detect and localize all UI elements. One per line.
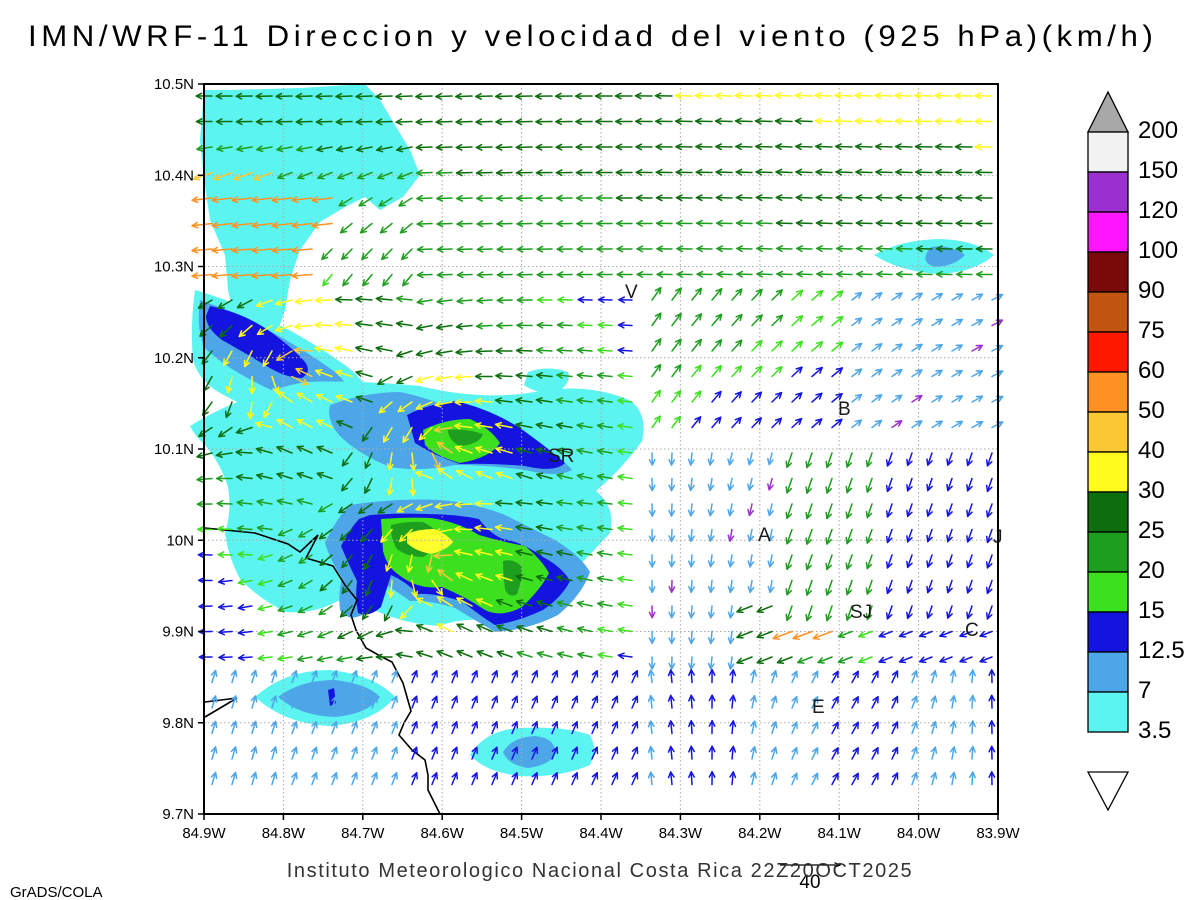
svg-text:150: 150: [1138, 157, 1178, 184]
svg-text:84.6W: 84.6W: [421, 825, 465, 842]
svg-text:B: B: [838, 399, 851, 420]
svg-text:V: V: [625, 282, 638, 303]
svg-text:84.8W: 84.8W: [262, 825, 306, 842]
svg-text:C: C: [965, 620, 979, 641]
svg-text:10.5N: 10.5N: [154, 76, 194, 93]
svg-text:84.0W: 84.0W: [897, 825, 941, 842]
svg-text:A: A: [758, 525, 771, 546]
svg-text:10N: 10N: [166, 532, 194, 549]
svg-text:9.7N: 9.7N: [162, 806, 194, 823]
svg-text:84.4W: 84.4W: [579, 825, 623, 842]
svg-text:7: 7: [1138, 677, 1151, 704]
svg-text:200: 200: [1138, 117, 1178, 144]
svg-text:12.5: 12.5: [1138, 637, 1185, 664]
svg-text:30: 30: [1138, 477, 1165, 504]
svg-text:84.5W: 84.5W: [500, 825, 544, 842]
svg-text:75: 75: [1138, 317, 1165, 344]
svg-text:84.7W: 84.7W: [341, 825, 385, 842]
svg-text:E: E: [812, 697, 825, 718]
svg-text:84.3W: 84.3W: [659, 825, 703, 842]
svg-text:120: 120: [1138, 197, 1178, 224]
svg-text:20: 20: [1138, 557, 1165, 584]
svg-text:10.4N: 10.4N: [154, 167, 194, 184]
svg-text:10.3N: 10.3N: [154, 259, 194, 276]
svg-text:90: 90: [1138, 277, 1165, 304]
svg-text:84.2W: 84.2W: [738, 825, 782, 842]
svg-text:10.2N: 10.2N: [154, 350, 194, 367]
svg-text:50: 50: [1138, 397, 1165, 424]
svg-text:15: 15: [1138, 597, 1165, 624]
svg-text:SJ: SJ: [850, 602, 872, 623]
svg-text:10.1N: 10.1N: [154, 441, 194, 458]
svg-text:25: 25: [1138, 517, 1165, 544]
svg-text:84.9W: 84.9W: [182, 825, 226, 842]
svg-text:60: 60: [1138, 357, 1165, 384]
svg-text:83.9W: 83.9W: [976, 825, 1020, 842]
svg-text:SR: SR: [548, 446, 574, 467]
svg-text:84.1W: 84.1W: [818, 825, 862, 842]
svg-text:40: 40: [1138, 437, 1165, 464]
svg-text:9.8N: 9.8N: [162, 715, 194, 732]
svg-text:9.9N: 9.9N: [162, 624, 194, 641]
svg-text:3.5: 3.5: [1138, 717, 1171, 744]
svg-text:100: 100: [1138, 237, 1178, 264]
